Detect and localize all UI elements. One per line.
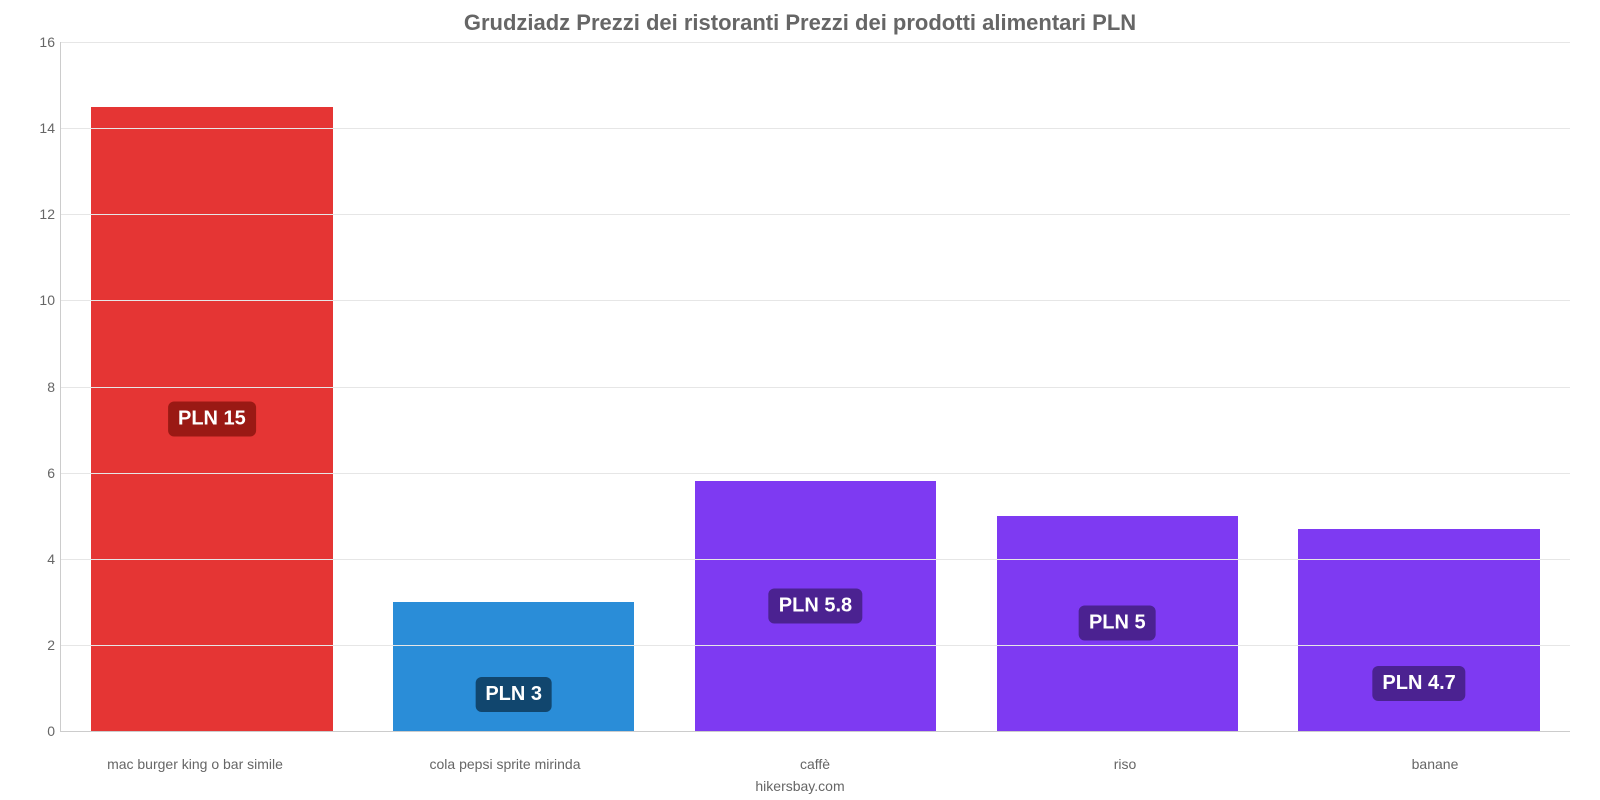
bar-value-label: PLN 5.8 bbox=[769, 589, 862, 624]
plot-inner: PLN 15PLN 3PLN 5.8PLN 5PLN 4.7 024681012… bbox=[60, 42, 1570, 732]
x-axis-label: caffè bbox=[660, 756, 970, 772]
x-axis-labels: mac burger king o bar similecola pepsi s… bbox=[40, 756, 1590, 772]
y-tick: 6 bbox=[21, 465, 55, 481]
y-tick: 10 bbox=[21, 292, 55, 308]
y-tick: 0 bbox=[21, 723, 55, 739]
y-tick: 14 bbox=[21, 120, 55, 136]
bar-value-label: PLN 3 bbox=[475, 677, 552, 712]
plot-area: PLN 15PLN 3PLN 5.8PLN 5PLN 4.7 024681012… bbox=[60, 42, 1570, 732]
grid-line bbox=[61, 387, 1570, 388]
bar: PLN 5.8 bbox=[695, 481, 936, 731]
bar-chart: Grudziadz Prezzi dei ristoranti Prezzi d… bbox=[0, 0, 1600, 800]
y-tick: 8 bbox=[21, 379, 55, 395]
x-axis-label: banane bbox=[1280, 756, 1590, 772]
y-tick: 2 bbox=[21, 637, 55, 653]
grid-line bbox=[61, 473, 1570, 474]
grid-line bbox=[61, 645, 1570, 646]
bar: PLN 3 bbox=[393, 602, 634, 731]
x-axis-label: mac burger king o bar simile bbox=[40, 756, 350, 772]
grid-line bbox=[61, 300, 1570, 301]
x-axis-label: cola pepsi sprite mirinda bbox=[350, 756, 660, 772]
grid-line bbox=[61, 128, 1570, 129]
grid-line bbox=[61, 42, 1570, 43]
y-tick: 12 bbox=[21, 206, 55, 222]
chart-footer: hikersbay.com bbox=[0, 778, 1600, 794]
bar: PLN 15 bbox=[91, 107, 332, 731]
grid-line bbox=[61, 214, 1570, 215]
bar-value-label: PLN 4.7 bbox=[1372, 666, 1465, 701]
y-tick: 16 bbox=[21, 34, 55, 50]
x-axis-label: riso bbox=[970, 756, 1280, 772]
grid-line bbox=[61, 559, 1570, 560]
bar-value-label: PLN 15 bbox=[168, 401, 256, 436]
bar: PLN 5 bbox=[997, 516, 1238, 731]
y-tick: 4 bbox=[21, 551, 55, 567]
chart-title: Grudziadz Prezzi dei ristoranti Prezzi d… bbox=[20, 10, 1580, 36]
bar-value-label: PLN 5 bbox=[1079, 606, 1156, 641]
